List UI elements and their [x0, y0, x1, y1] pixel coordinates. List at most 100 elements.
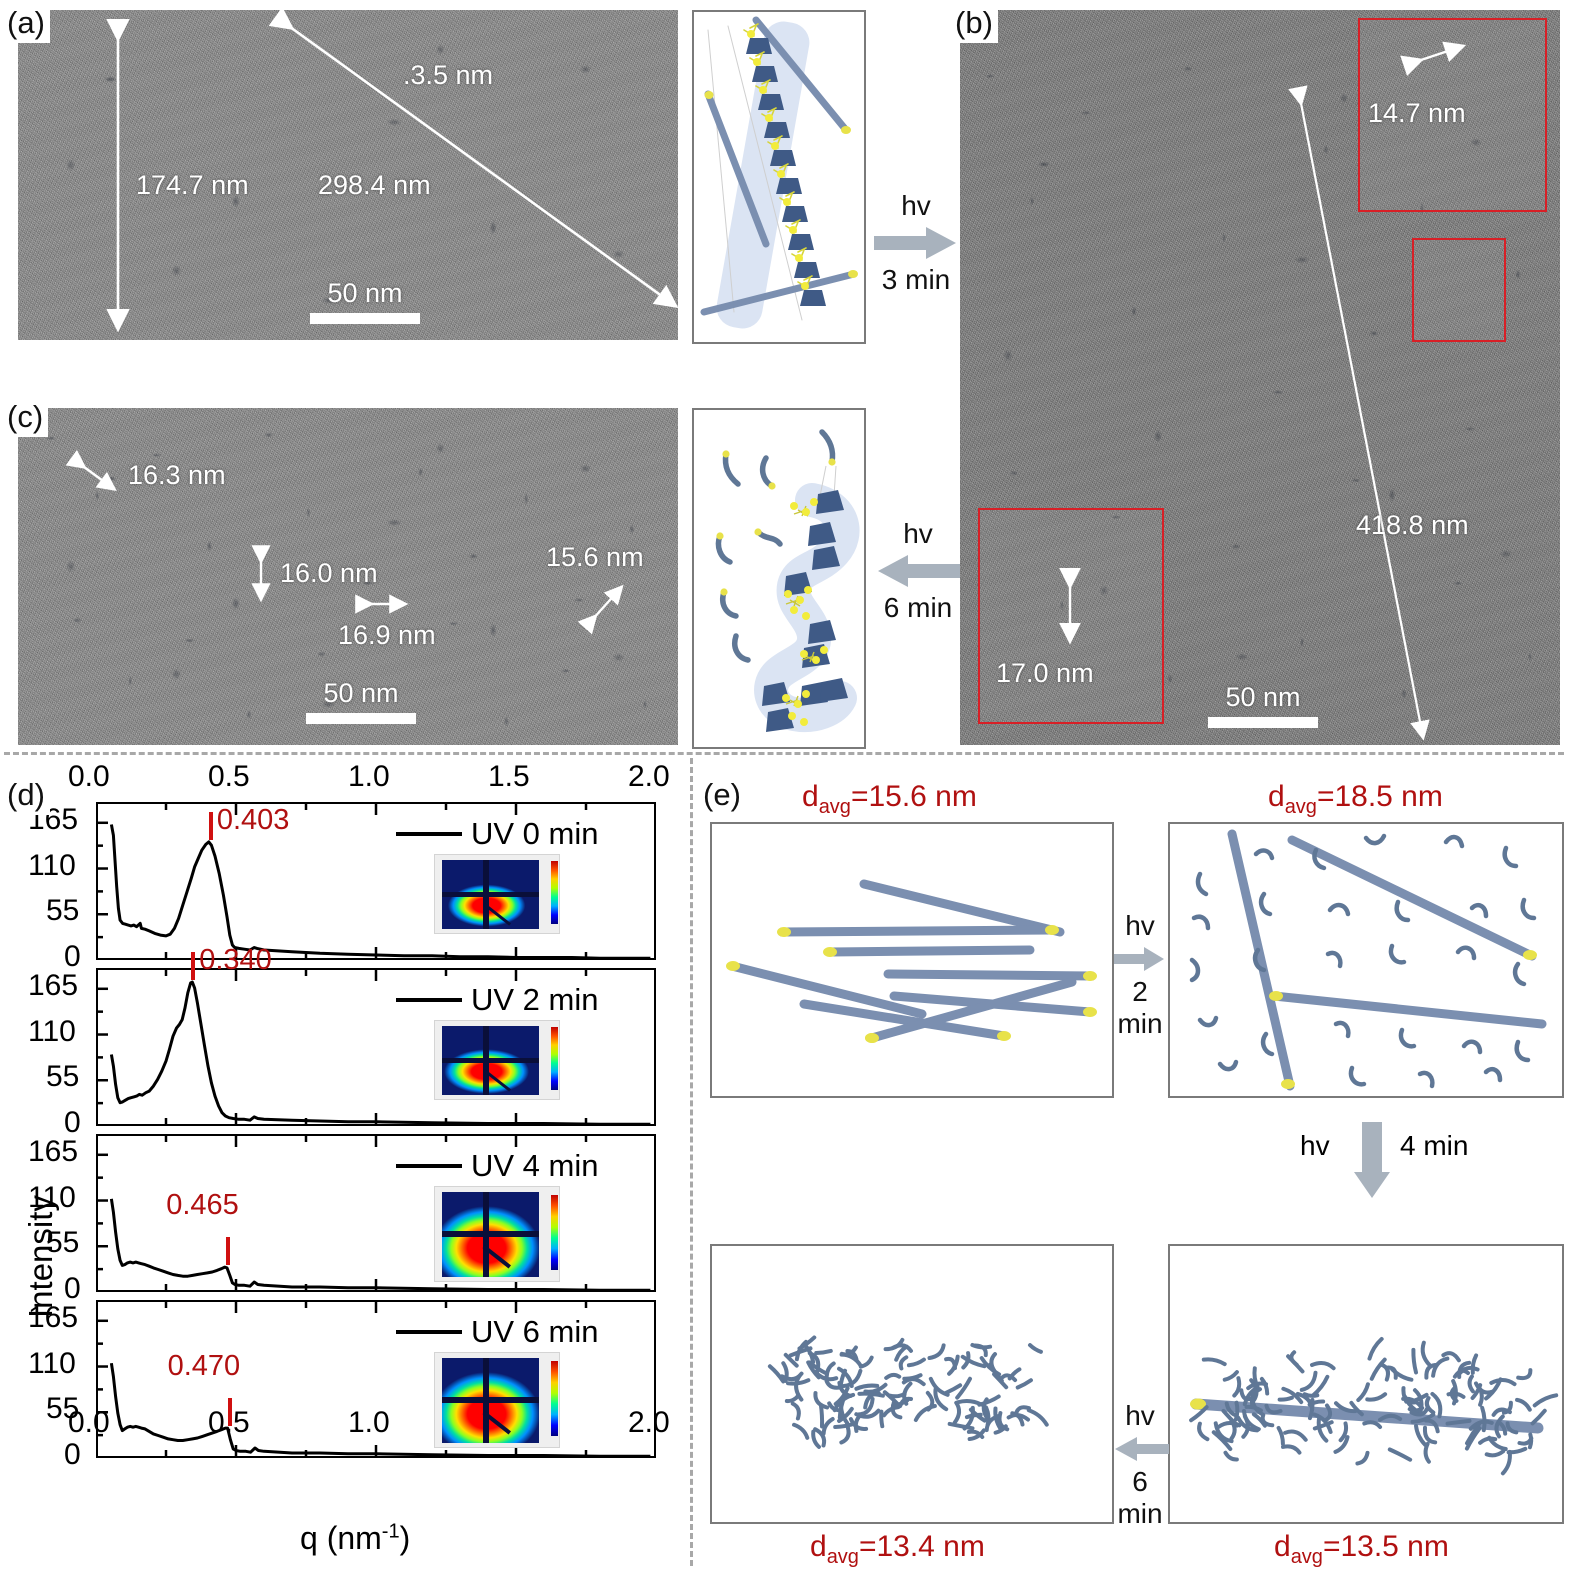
polymer-fragment: [898, 1355, 909, 1371]
polymer-fragment: [1312, 1420, 1334, 1431]
polymer-fragment: [1222, 1370, 1239, 1382]
curve-uv-0-min: [96, 802, 651, 960]
y-tick-label: 110: [28, 1014, 76, 1048]
y-tick-label: 55: [46, 1392, 80, 1426]
y-tick-label: 165: [28, 1300, 79, 1334]
polymer-fragment: [998, 1373, 1018, 1383]
polymer-fragment: [1026, 1408, 1049, 1427]
divider-horizontal: [4, 752, 1564, 755]
y-tick-label: 55: [46, 1060, 80, 1094]
polymer-fragment: [955, 1376, 972, 1400]
peak-marker: [226, 1237, 231, 1266]
measure-label-174: 174.7 nm: [136, 170, 249, 200]
polymer-fragment: [928, 1376, 950, 1397]
polymer-fragment: [967, 1428, 986, 1442]
peak-marker: [191, 952, 196, 981]
legend-swatch: [396, 832, 462, 836]
data-line: [109, 980, 651, 1126]
y-tick-label: 0: [64, 1106, 81, 1139]
schematic-panel-c: [692, 408, 866, 749]
polymer-fragment: [1264, 1403, 1283, 1415]
e-fully-fragmented-drawing: [767, 1335, 1049, 1449]
polymer-fragment: [1468, 1419, 1494, 1431]
polymer-fragment: [839, 1399, 850, 1426]
y-tick-label: 0: [64, 1438, 81, 1471]
rod-tip: [1190, 1398, 1206, 1410]
scalebar-bar-b: [1208, 717, 1318, 728]
colorbar: [551, 1027, 558, 1090]
polymer-fragment: [1239, 1388, 1254, 1402]
panel-label-a: (a): [4, 6, 50, 43]
polymer-fragment: [1312, 1412, 1333, 1434]
arrow-b-to-c-group: hv 6 min: [874, 518, 962, 624]
beamstop-vertical: [482, 860, 489, 929]
polymer-fragment: [827, 1401, 842, 1413]
polymer-fragment: [854, 1408, 881, 1419]
polymer-fragment: [1221, 1408, 1240, 1428]
d-avg-label-bottom-right: davg=13.5 nm: [1274, 1530, 1449, 1569]
polymer-fragment: [783, 1352, 799, 1368]
polymer-fragment: [1489, 1378, 1517, 1387]
polymer-fragment: [1422, 1425, 1438, 1445]
d-avg-prefix-1: d: [1268, 780, 1285, 813]
x-tick-label: 0.0: [68, 1406, 110, 1439]
polymer-fragment: [898, 1396, 913, 1409]
legend-3: UV 6 min: [396, 1314, 598, 1350]
arrow-e-bottom-hv-label: hv: [1125, 1400, 1155, 1431]
e-cell-rods-partial: [1168, 822, 1564, 1098]
scalebar-text-c: 50 nm: [323, 678, 399, 708]
panel-label-e: (e): [700, 778, 746, 815]
beamstop-vertical: [482, 1358, 489, 1443]
scalebar-bar-a: [310, 313, 420, 324]
arrow-a-to-b-group: hv 3 min: [872, 190, 960, 296]
e-cell-one-rod-fragments: [1168, 1244, 1564, 1524]
polymer-fragment: [1441, 1351, 1461, 1363]
d-avg-sub-1: avg: [1284, 796, 1317, 818]
scalebar-text-a: 50 nm: [327, 278, 403, 308]
polymer-fragment: [1449, 1386, 1459, 1403]
polymer-fragment: [1410, 1412, 1436, 1424]
polymer-fragment: [1281, 1386, 1304, 1405]
x-tick-label: 0.0: [68, 760, 110, 793]
polymer-fragment: [1500, 1449, 1512, 1476]
d-avg-sub-0: avg: [818, 796, 851, 818]
polymer-fragment: [1379, 1362, 1390, 1382]
polymer-fragment: [1464, 1426, 1482, 1451]
polymer-fragment: [879, 1409, 885, 1429]
legend-2: UV 4 min: [396, 1148, 598, 1184]
polymer-fragment: [813, 1427, 827, 1448]
polymer-fragment: [813, 1391, 830, 1410]
arrow-e-right-hv-label: hv: [1300, 1130, 1330, 1161]
measure-label-4188: 418.8 nm: [1356, 510, 1469, 540]
polymer-fragment: [1487, 1435, 1508, 1451]
e-rods-initial-drawing: [726, 879, 1097, 1043]
measure-label-160: 16.0 nm: [280, 558, 378, 588]
polymer-fragment: [883, 1337, 905, 1352]
polymer-fragment: [906, 1357, 926, 1368]
polymer-fragment: [1286, 1354, 1305, 1374]
beamstop-horizontal: [442, 891, 539, 897]
polymer-fragment: [894, 1344, 909, 1362]
polymer-fragment: [1378, 1413, 1403, 1422]
beamstop-vertical: [482, 1026, 489, 1095]
polymer-fragment: [1006, 1413, 1030, 1422]
polymer-fragment: [1316, 1417, 1329, 1443]
polymer-fragment: [1369, 1357, 1387, 1381]
polymer-fragment: [1409, 1406, 1430, 1417]
x-tick-label: 2.0: [628, 760, 670, 793]
polymer-fragment: [813, 1370, 839, 1382]
polymer-fragment: [839, 1422, 851, 1445]
beamstop-horizontal: [442, 1397, 539, 1404]
d-avg-value-0: =15.6 nm: [850, 780, 977, 813]
colorbar: [551, 1360, 558, 1436]
measure-label-298: 298.4 nm: [318, 170, 431, 200]
polymer-fragment: [841, 1368, 863, 1388]
polymer-fragment: [1414, 1423, 1428, 1447]
polymer-fragment: [767, 1364, 786, 1384]
polymer-fragment: [1424, 1363, 1438, 1380]
y-tick-label: 110: [28, 1180, 76, 1214]
arrow-e-right-time-label: 4 min: [1400, 1130, 1469, 1161]
polymer-fragment: [1310, 1374, 1330, 1398]
legend-1: UV 2 min: [396, 982, 598, 1018]
polymer-fragment: [1349, 1400, 1364, 1417]
